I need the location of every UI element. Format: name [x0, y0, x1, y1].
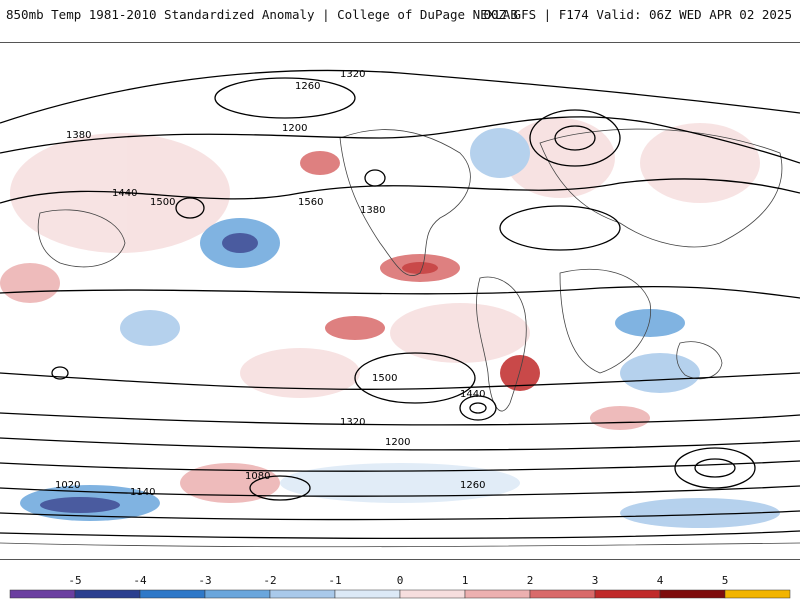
legend-swatch: [204, 589, 271, 599]
contour-label: 1260: [460, 480, 485, 491]
legend-bar: -5 -4 -3 -2 -1 0 1 2 3 4 5: [9, 574, 791, 599]
contour-label: 1200: [385, 437, 410, 448]
contour-label: 1560: [298, 197, 323, 208]
legend-swatch: [529, 589, 596, 599]
contour-label: 1500: [150, 197, 175, 208]
legend-swatch: [269, 589, 336, 599]
legend-swatch: [594, 589, 661, 599]
contour-label: 1200: [282, 123, 307, 134]
contour-label: 1320: [340, 69, 365, 80]
coastlines: [0, 128, 800, 548]
legend-swatch: [659, 589, 726, 599]
legend-tick-label: -3: [198, 574, 211, 587]
contour-label: 1020: [55, 480, 80, 491]
legend-swatch: [724, 589, 791, 599]
contour-label-group: 1320 1260 1200 1380 1440 1500 1560 1080 …: [55, 69, 485, 498]
height-contours: [0, 69, 800, 540]
legend-tick-label: 5: [722, 574, 729, 587]
contour-label: 1380: [360, 205, 385, 216]
contour-label: 1080: [245, 471, 270, 482]
contour-label: 1380: [66, 130, 91, 141]
legend-swatch: [139, 589, 206, 599]
contour-label: 1440: [460, 389, 485, 400]
legend-tick-label: 4: [657, 574, 664, 587]
legend-tick-label: 1: [462, 574, 469, 587]
contour-label: 1500: [372, 373, 397, 384]
legend-tick-label: 3: [592, 574, 599, 587]
legend-swatch: [464, 589, 531, 599]
run-info: 00Z GFS | F174 Valid: 06Z WED APR 02 202…: [483, 7, 792, 22]
legend-tick-label: 0: [397, 574, 404, 587]
anomaly-map: 1320 1260 1200 1380 1440 1500 1560 1080 …: [0, 69, 800, 548]
legend-tick-label: -2: [263, 574, 276, 587]
header: 850mb Temp 1981-2010 Standardized Anomal…: [0, 0, 800, 30]
legend-swatch: [334, 589, 401, 599]
legend-tick-label: -5: [68, 574, 81, 587]
contour-label: 1260: [295, 81, 320, 92]
contour-label: 1140: [130, 487, 155, 498]
legend-tick-label: -1: [328, 574, 341, 587]
legend-swatch: [399, 589, 466, 599]
contour-label: 1440: [112, 188, 137, 199]
legend-swatch: [74, 589, 141, 599]
anomaly-shading: [0, 118, 780, 528]
map-title: 850mb Temp 1981-2010 Standardized Anomal…: [6, 7, 518, 22]
legend-tick-label: 2: [527, 574, 534, 587]
legend-swatch: [9, 589, 76, 599]
map-panel: 1320 1260 1200 1380 1440 1500 1560 1080 …: [0, 42, 800, 560]
contour-label: 1320: [340, 417, 365, 428]
color-legend: -5 -4 -3 -2 -1 0 1 2 3 4 5: [0, 572, 800, 600]
legend-tick-label: -4: [133, 574, 147, 587]
